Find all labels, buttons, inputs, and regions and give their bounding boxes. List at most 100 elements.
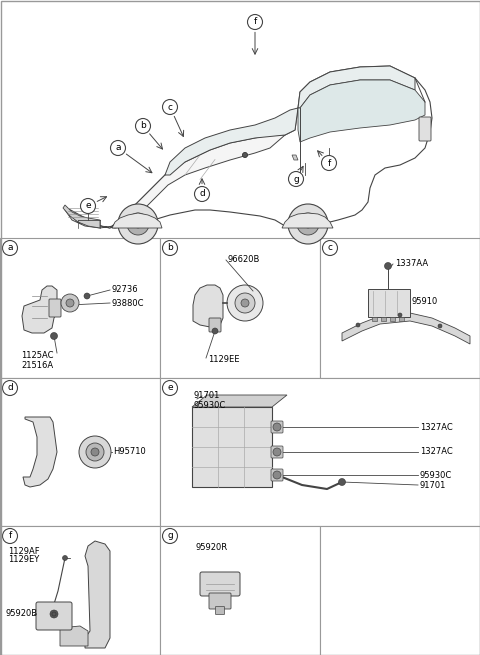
Circle shape (91, 448, 99, 456)
Circle shape (323, 240, 337, 255)
FancyBboxPatch shape (49, 299, 61, 317)
Text: 95920R: 95920R (195, 544, 227, 553)
Text: 21516A: 21516A (21, 360, 53, 369)
Circle shape (66, 299, 74, 307)
Circle shape (288, 172, 303, 187)
Bar (320, 238, 480, 378)
Circle shape (163, 381, 178, 396)
Text: 93880C: 93880C (112, 299, 144, 307)
Bar (0, 526, 160, 655)
Circle shape (273, 448, 281, 456)
Circle shape (84, 293, 90, 299)
Circle shape (135, 119, 151, 134)
Polygon shape (342, 313, 470, 344)
Bar (160, 238, 320, 378)
Circle shape (118, 204, 158, 244)
Polygon shape (22, 286, 57, 333)
Bar (0, 378, 160, 526)
Polygon shape (65, 135, 285, 228)
Text: H95710: H95710 (113, 447, 146, 457)
Circle shape (288, 204, 328, 244)
Polygon shape (192, 395, 287, 407)
Circle shape (163, 529, 178, 544)
Circle shape (356, 323, 360, 327)
Polygon shape (298, 80, 425, 142)
Circle shape (273, 423, 281, 431)
Bar (160, 526, 320, 655)
Bar (372, 317, 377, 321)
FancyBboxPatch shape (271, 446, 283, 458)
Bar (399, 317, 404, 321)
Circle shape (438, 324, 442, 328)
Text: c: c (327, 244, 333, 252)
FancyBboxPatch shape (419, 117, 431, 141)
Polygon shape (193, 285, 223, 327)
Text: 95910: 95910 (412, 297, 438, 305)
Polygon shape (23, 417, 57, 487)
Circle shape (2, 240, 17, 255)
Circle shape (50, 333, 58, 339)
Polygon shape (112, 213, 162, 228)
Polygon shape (298, 66, 415, 108)
Text: 1129EE: 1129EE (208, 356, 240, 364)
Text: g: g (293, 174, 299, 183)
Text: 1125AC: 1125AC (21, 352, 53, 360)
Circle shape (163, 100, 178, 115)
Circle shape (2, 381, 17, 396)
Text: g: g (167, 531, 173, 540)
Circle shape (79, 436, 111, 468)
Text: 1129AF: 1129AF (8, 546, 40, 555)
Text: f: f (253, 18, 257, 26)
FancyBboxPatch shape (368, 289, 410, 317)
Polygon shape (282, 213, 333, 228)
Circle shape (134, 220, 142, 228)
Text: 95920B: 95920B (5, 610, 37, 618)
FancyBboxPatch shape (36, 602, 72, 630)
Polygon shape (65, 66, 432, 228)
Bar (381, 317, 386, 321)
Circle shape (248, 14, 263, 29)
Circle shape (163, 240, 178, 255)
Text: d: d (7, 383, 13, 392)
Bar (390, 317, 395, 321)
Circle shape (81, 198, 96, 214)
Circle shape (50, 610, 58, 618)
Text: 1337AA: 1337AA (395, 259, 428, 269)
Circle shape (297, 213, 319, 235)
Text: a: a (115, 143, 121, 153)
Bar (320, 526, 480, 655)
Circle shape (2, 529, 17, 544)
FancyBboxPatch shape (271, 469, 283, 481)
Circle shape (304, 220, 312, 228)
Text: f: f (327, 159, 331, 168)
Text: 91701: 91701 (420, 481, 446, 489)
FancyBboxPatch shape (200, 572, 240, 596)
Text: d: d (199, 189, 205, 198)
Circle shape (86, 443, 104, 461)
Text: b: b (167, 244, 173, 252)
FancyBboxPatch shape (209, 593, 231, 609)
Circle shape (242, 153, 248, 157)
Polygon shape (85, 541, 110, 648)
Circle shape (212, 328, 218, 334)
FancyBboxPatch shape (209, 318, 221, 332)
Bar (0, 238, 160, 378)
Text: 95930C: 95930C (420, 470, 452, 479)
Text: 1129EY: 1129EY (8, 555, 39, 563)
Polygon shape (165, 108, 298, 175)
Polygon shape (60, 626, 88, 646)
Circle shape (61, 294, 79, 312)
Circle shape (338, 479, 346, 485)
Circle shape (62, 555, 68, 561)
Polygon shape (63, 205, 100, 228)
FancyBboxPatch shape (271, 421, 283, 433)
Text: 95930C: 95930C (194, 402, 226, 411)
Circle shape (194, 187, 209, 202)
Circle shape (322, 155, 336, 170)
Circle shape (52, 612, 56, 616)
Circle shape (242, 153, 248, 157)
Bar (160, 378, 480, 526)
Text: b: b (140, 121, 146, 130)
Text: e: e (85, 202, 91, 210)
Circle shape (227, 285, 263, 321)
